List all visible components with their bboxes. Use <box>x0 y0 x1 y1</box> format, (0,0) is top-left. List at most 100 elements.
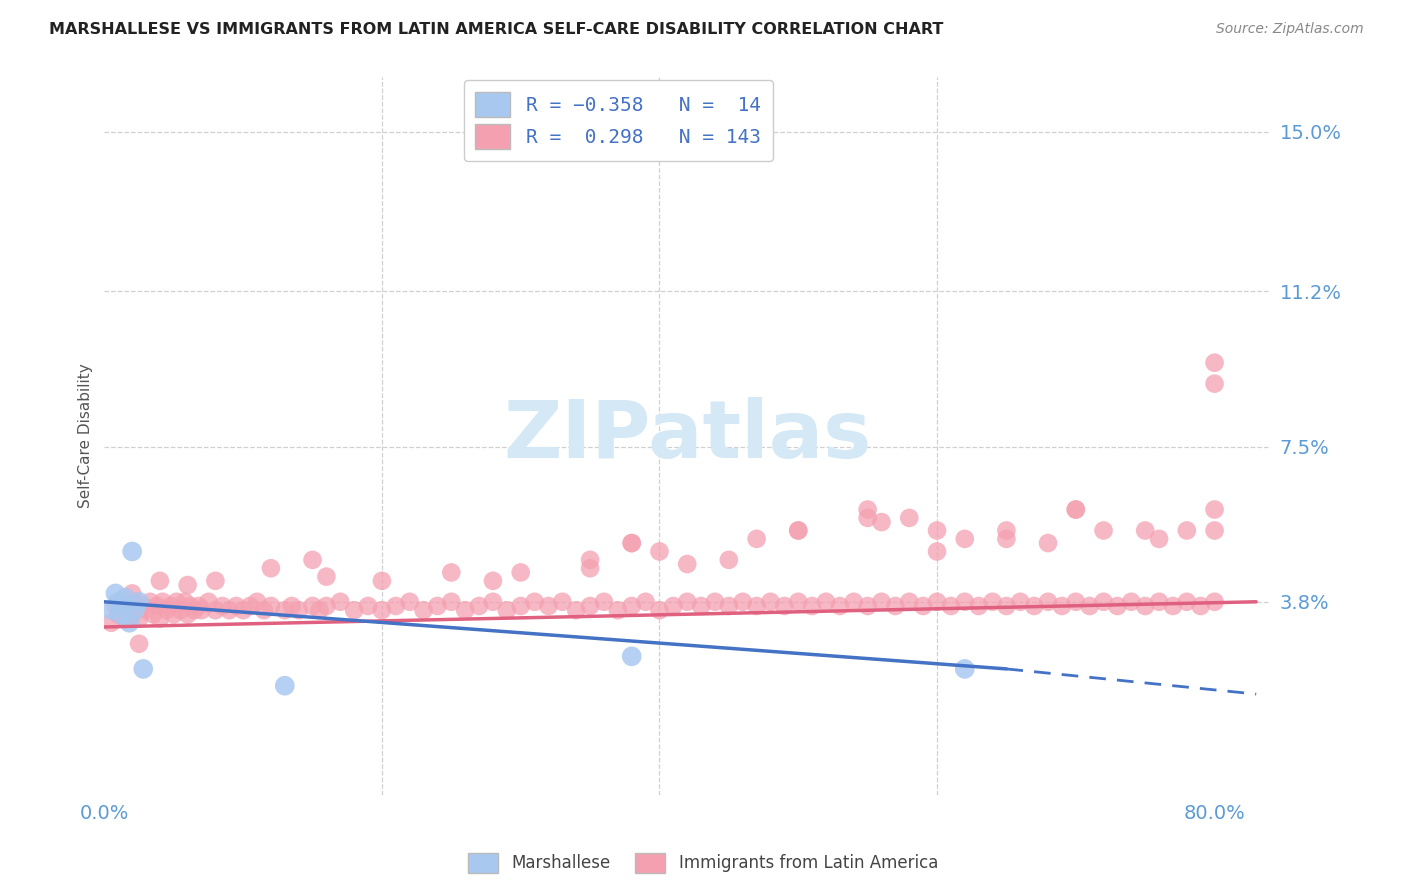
Point <box>509 566 531 580</box>
Point <box>287 603 309 617</box>
Point <box>139 595 162 609</box>
Point <box>1064 502 1087 516</box>
Point <box>814 595 837 609</box>
Point <box>104 586 127 600</box>
Point <box>211 599 233 613</box>
Point <box>745 599 768 613</box>
Point <box>995 599 1018 613</box>
Point <box>135 603 157 617</box>
Point <box>371 574 394 588</box>
Point <box>170 603 193 617</box>
Text: MARSHALLESE VS IMMIGRANTS FROM LATIN AMERICA SELF-CARE DISABILITY CORRELATION CH: MARSHALLESE VS IMMIGRANTS FROM LATIN AME… <box>49 22 943 37</box>
Point <box>856 599 879 613</box>
Point <box>385 599 408 613</box>
Point <box>745 532 768 546</box>
Point <box>856 511 879 525</box>
Y-axis label: Self-Care Disability: Self-Care Disability <box>79 364 93 508</box>
Point <box>1133 524 1156 538</box>
Point <box>579 553 602 567</box>
Point <box>925 524 948 538</box>
Point <box>218 603 240 617</box>
Point <box>225 599 247 613</box>
Point <box>1010 595 1032 609</box>
Point <box>274 603 297 617</box>
Point <box>925 544 948 558</box>
Point <box>509 599 531 613</box>
Point <box>1147 532 1170 546</box>
Point <box>118 603 141 617</box>
Point <box>1204 502 1226 516</box>
Point <box>280 599 302 613</box>
Point <box>842 595 865 609</box>
Point <box>717 599 740 613</box>
Point <box>301 553 323 567</box>
Point <box>995 524 1018 538</box>
Point <box>183 603 205 617</box>
Point <box>124 603 146 617</box>
Point <box>124 595 146 609</box>
Point <box>197 595 219 609</box>
Point <box>495 603 517 617</box>
Point <box>1064 595 1087 609</box>
Point <box>343 603 366 617</box>
Point <box>426 599 449 613</box>
Point <box>676 557 699 571</box>
Point <box>176 578 198 592</box>
Point <box>662 599 685 613</box>
Point <box>1092 524 1115 538</box>
Point <box>179 599 201 613</box>
Point <box>1161 599 1184 613</box>
Point <box>107 595 129 609</box>
Point <box>1121 595 1143 609</box>
Point <box>149 611 172 625</box>
Point <box>1147 595 1170 609</box>
Point <box>114 611 136 625</box>
Point <box>1204 524 1226 538</box>
Point <box>142 607 165 622</box>
Point <box>308 603 330 617</box>
Point <box>187 599 209 613</box>
Point <box>128 637 150 651</box>
Point <box>163 607 186 622</box>
Point <box>301 599 323 613</box>
Point <box>995 532 1018 546</box>
Point <box>967 599 990 613</box>
Point <box>925 595 948 609</box>
Point <box>118 615 141 630</box>
Point <box>1036 595 1059 609</box>
Point <box>606 603 628 617</box>
Point <box>315 569 337 583</box>
Text: ZIPatlas: ZIPatlas <box>503 397 872 475</box>
Point <box>898 595 921 609</box>
Point <box>412 603 434 617</box>
Point <box>1024 599 1046 613</box>
Point <box>690 599 713 613</box>
Point <box>1133 599 1156 613</box>
Point <box>100 603 122 617</box>
Point <box>398 595 420 609</box>
Point <box>371 603 394 617</box>
Point <box>121 586 143 600</box>
Point <box>482 574 505 588</box>
Point <box>232 603 254 617</box>
Point <box>704 595 727 609</box>
Point <box>884 599 907 613</box>
Point <box>717 553 740 567</box>
Point <box>953 532 976 546</box>
Point <box>620 536 643 550</box>
Point <box>1204 376 1226 391</box>
Point <box>152 595 174 609</box>
Point <box>870 595 893 609</box>
Point <box>1064 502 1087 516</box>
Point <box>132 662 155 676</box>
Point <box>121 544 143 558</box>
Point <box>156 603 179 617</box>
Point <box>1204 356 1226 370</box>
Point <box>787 524 810 538</box>
Point <box>357 599 380 613</box>
Point <box>204 603 226 617</box>
Point <box>454 603 477 617</box>
Point <box>828 599 851 613</box>
Point <box>939 599 962 613</box>
Point <box>468 599 491 613</box>
